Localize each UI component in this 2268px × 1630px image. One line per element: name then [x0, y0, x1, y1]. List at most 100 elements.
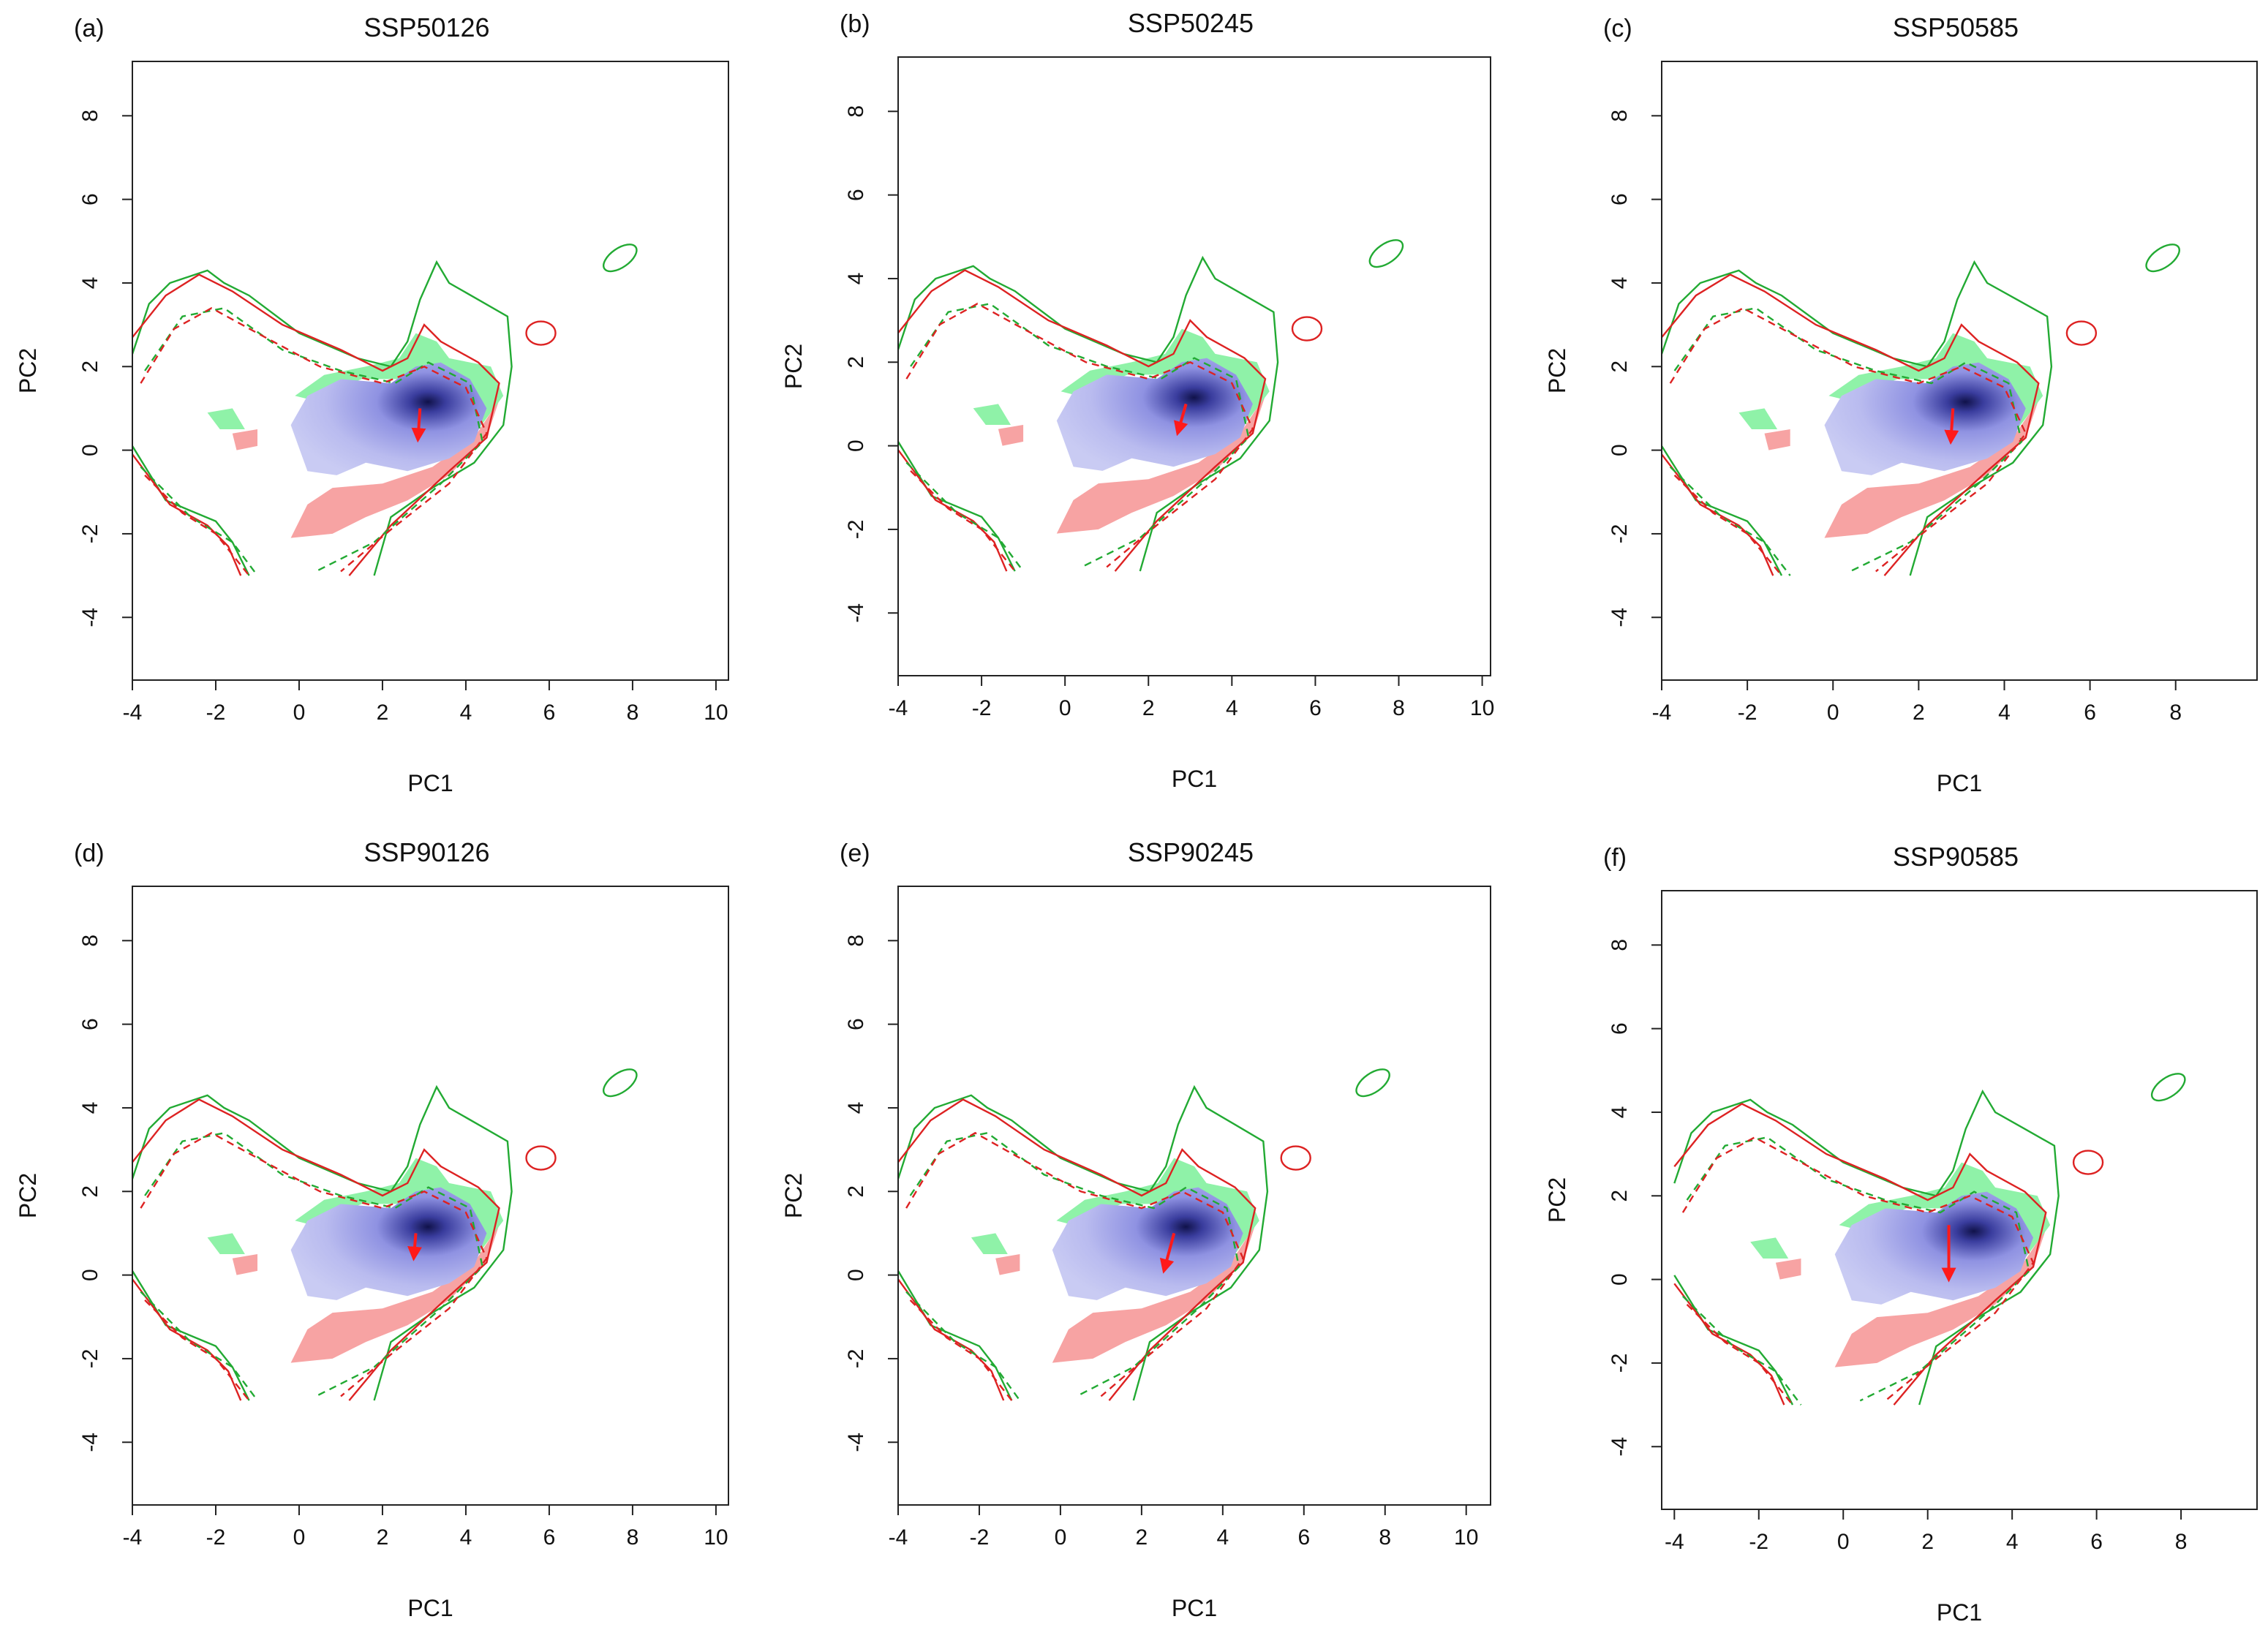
y-axis-title: PC2 [1544, 1177, 1570, 1223]
contour-greenDash [909, 1132, 1240, 1397]
y-tick-label: 0 [78, 444, 102, 456]
panel-title: SSP90126 [363, 837, 489, 867]
contour-redSolid [1662, 273, 2040, 576]
x-tick-label: 2 [1913, 701, 1925, 725]
y-tick-label: 4 [78, 277, 102, 290]
contour-lowerGreen [132, 1270, 250, 1401]
y-tick-label: -4 [78, 1433, 102, 1452]
plot-frame [132, 61, 729, 681]
y-tick-label: 6 [1608, 1022, 1632, 1035]
y-tick-label: 4 [844, 273, 868, 285]
niche-fill-red [1824, 400, 2039, 538]
y-tick-label: 8 [78, 110, 102, 122]
y-tick-label: 6 [844, 1018, 868, 1030]
panel-4: -4 -2 0 2 4 6 8 10 -4 -2 0 2 4 6 8 PC1 PC2 SSP90126 (d) [15, 837, 729, 1621]
contour-lowerGreenDash [1669, 466, 1791, 576]
x-tick-label: 2 [1921, 1530, 1934, 1554]
y-tick-label: -2 [844, 520, 868, 540]
niche-patch-green-left [971, 1233, 1008, 1254]
x-tick-label: -4 [1652, 701, 1672, 725]
contour-greenSolid [132, 260, 513, 576]
contour-lowerGreenDash [140, 1291, 258, 1401]
y-tick-label: 8 [78, 935, 102, 947]
plot-frame [1661, 890, 2258, 1510]
x-axis-title: PC1 [407, 770, 453, 796]
contour-island-green [2151, 1073, 2186, 1102]
x-tick-label: 4 [2006, 1530, 2019, 1554]
contour-island-red [1291, 316, 1323, 342]
contour-greenDash [144, 307, 484, 573]
plot-area [132, 1068, 638, 1401]
contour-greenDash [910, 303, 1250, 568]
y-tick-label: 6 [1608, 193, 1632, 205]
y-tick-label: 2 [844, 356, 868, 369]
contour-island-green [603, 244, 638, 273]
x-tick-label: 6 [1297, 1525, 1310, 1550]
niche-density-overlap [1824, 362, 2026, 475]
panel-title: SSP50126 [363, 12, 489, 42]
y-tick-label: 4 [1608, 1106, 1632, 1119]
panel-2: -4 -2 0 2 4 6 8 10 -4 -2 0 2 4 6 8 PC1 PC2 SSP50245 (b) [780, 8, 1494, 792]
contour-lowerGreen [132, 445, 250, 576]
niche-patch-green-left [207, 408, 245, 429]
centroid-shift-arrow [407, 1233, 422, 1261]
contour-island-red [525, 320, 557, 346]
contour-greenSolid [1662, 260, 2053, 576]
x-tick-label: 8 [1379, 1525, 1391, 1550]
niche-fill-red [1056, 396, 1265, 534]
x-tick-label: -2 [206, 701, 226, 725]
niche-fill-red [290, 1225, 500, 1363]
centroid-shift-arrow [411, 408, 426, 443]
niche-patch-green-left [207, 1233, 245, 1254]
x-tick-label: -4 [1665, 1530, 1684, 1554]
contour-lowerGreen [1673, 1275, 1794, 1406]
niche-patch-red-left [232, 1254, 257, 1275]
x-axis-title: PC1 [1937, 1599, 1982, 1626]
contour-redSolid [132, 273, 500, 576]
y-tick-label: 0 [1608, 444, 1632, 456]
y-tick-label: 4 [1608, 277, 1632, 290]
panel-letter: (b) [840, 10, 870, 38]
contour-lowerGreenDash [905, 1291, 1021, 1401]
contour-lowerGreen [898, 441, 1016, 572]
y-tick-label: 6 [78, 193, 102, 205]
plot-area [898, 239, 1404, 572]
y-tick-label: 4 [78, 1102, 102, 1114]
x-tick-label: 0 [1055, 1525, 1067, 1550]
y-tick-label: 0 [844, 439, 868, 452]
niche-density-overlap [290, 1187, 487, 1300]
x-tick-label: 2 [377, 701, 389, 725]
contour-lowerGreenDash [1682, 1295, 1802, 1406]
contour-redDash [1681, 1136, 2035, 1402]
y-tick-label: 2 [844, 1185, 868, 1198]
panel-letter: (d) [74, 839, 105, 867]
contour-island-red [2072, 1150, 2104, 1175]
contour-greenDash [1686, 1136, 2030, 1402]
x-tick-label: 4 [1998, 701, 2011, 725]
x-tick-label: 6 [543, 701, 556, 725]
y-axis-title: PC2 [780, 344, 807, 389]
x-tick-label: -2 [972, 696, 992, 720]
y-tick-label: 0 [78, 1269, 102, 1281]
contour-island-green [2145, 244, 2180, 273]
panel-6: -4 -2 0 2 4 6 8 -4 -2 0 2 4 6 8 PC1 PC2 SSP90585 (f) [1544, 842, 2258, 1626]
niche-fill-red [1052, 1225, 1256, 1363]
contour-lowerGreenDash [140, 466, 258, 576]
x-tick-label: 4 [1216, 1525, 1229, 1550]
panel-title: SSP90245 [1128, 837, 1254, 867]
contour-island-red [525, 1145, 557, 1171]
contour-lowerRedDash [144, 1299, 250, 1401]
centroid-shift-arrow [1944, 408, 1959, 445]
contour-greenDash [1673, 307, 2023, 573]
y-tick-label: 2 [78, 1185, 102, 1198]
x-tick-label: 6 [543, 1525, 556, 1550]
x-axis-title: PC1 [407, 1595, 453, 1621]
contour-redSolid [132, 1098, 500, 1401]
x-tick-label: 0 [1059, 696, 1071, 720]
panel-title: SSP90585 [1893, 842, 2019, 872]
plot-frame [1661, 61, 2258, 681]
y-tick-label: 0 [1608, 1273, 1632, 1286]
niche-patch-red-left [232, 429, 257, 450]
x-tick-label: 10 [1470, 696, 1494, 720]
contour-lowerGreen [898, 1270, 1013, 1401]
